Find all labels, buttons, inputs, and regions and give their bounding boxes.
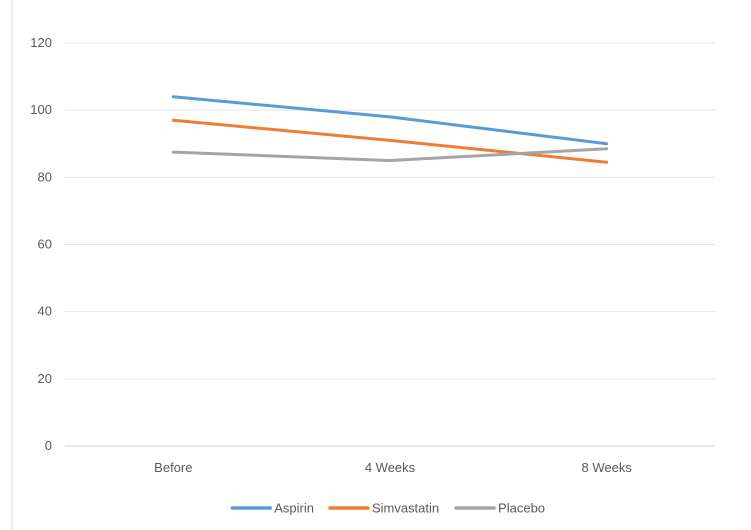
legend-label-placebo: Placebo <box>498 501 545 516</box>
x-tick-label: Before <box>154 460 192 475</box>
legend-label-aspirin: Aspirin <box>274 501 314 516</box>
legend-item-aspirin: Aspirin <box>230 501 314 516</box>
y-tick-label: 40 <box>38 304 52 319</box>
x-tick-label: 4 Weeks <box>365 460 416 475</box>
legend-item-simvastatin: Simvastatin <box>328 501 439 516</box>
series-line-placebo <box>171 147 609 163</box>
y-tick-label: 20 <box>38 371 52 386</box>
series-line-aspirin <box>171 95 609 146</box>
y-tick-label: 0 <box>45 438 52 453</box>
y-tick-label: 120 <box>30 35 52 50</box>
x-tick-label: 8 Weeks <box>581 460 632 475</box>
gridlines <box>65 42 715 447</box>
y-axis-ticks: 0 20 40 60 80 100 120 <box>30 35 52 453</box>
x-axis-ticks: Before 4 Weeks 8 Weeks <box>154 460 632 475</box>
legend-item-placebo: Placebo <box>454 501 545 516</box>
series-line-simvastatin <box>171 118 609 164</box>
legend: Aspirin Simvastatin Placebo <box>230 501 545 516</box>
series-lines <box>171 95 609 164</box>
y-tick-label: 80 <box>38 169 52 184</box>
y-tick-label: 100 <box>30 102 52 117</box>
y-tick-label: 60 <box>38 237 52 252</box>
legend-label-simvastatin: Simvastatin <box>372 501 439 516</box>
